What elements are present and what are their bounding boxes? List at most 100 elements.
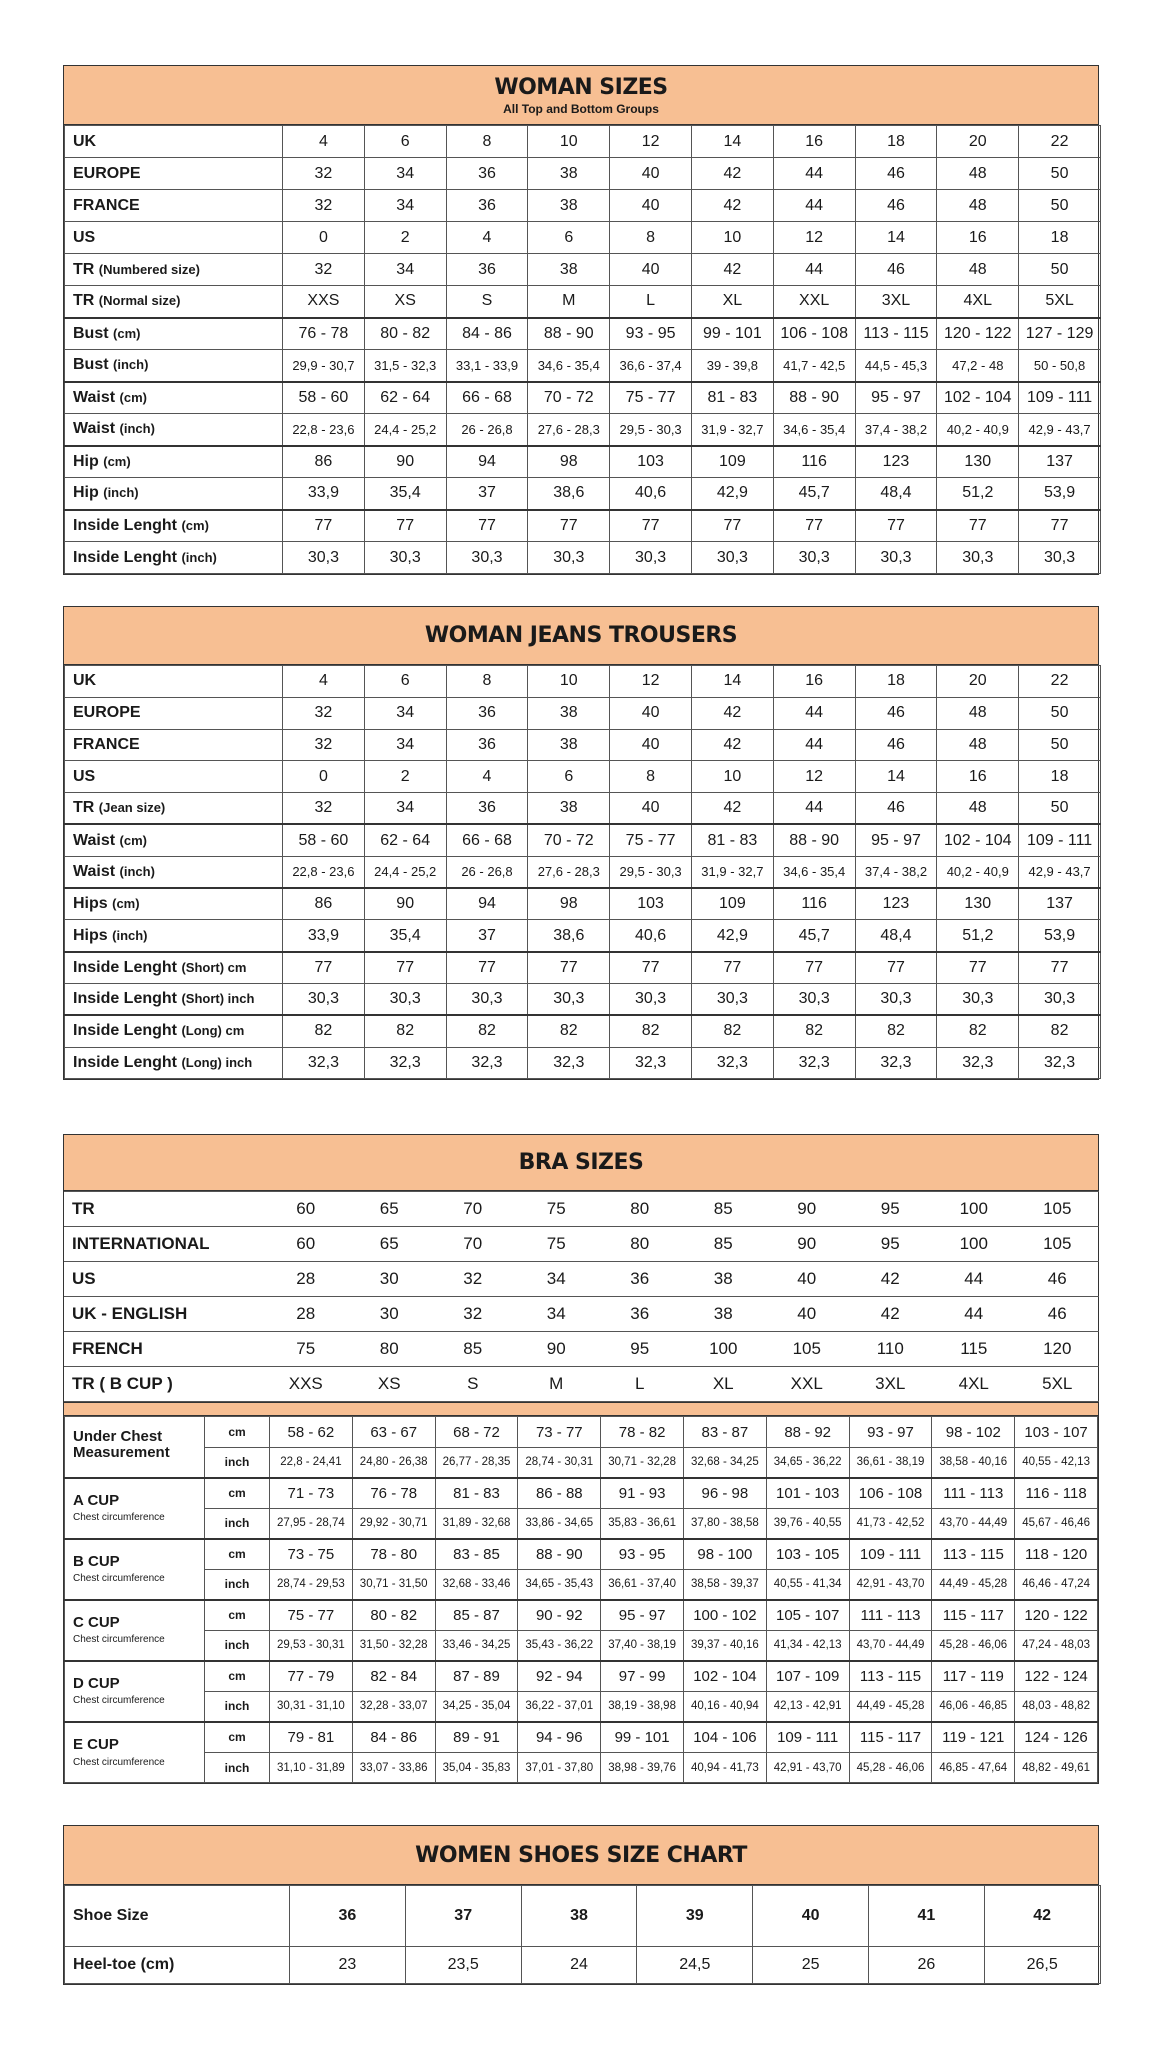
cup-label-text: B CUP: [73, 1552, 120, 1570]
table-cell: 26,77 - 28,35: [434, 1447, 519, 1478]
row-label-text: US: [73, 767, 96, 785]
table-cell: 37: [445, 477, 529, 510]
cup-label-text: D CUP: [73, 1674, 120, 1692]
table-cell: 98 - 102: [931, 1416, 1016, 1448]
table-cell: 100: [932, 1226, 1016, 1262]
table-cell: 22: [1018, 665, 1101, 698]
table-cell: 50: [1018, 189, 1101, 222]
table-cell: 32: [282, 728, 365, 762]
table-cell: 29,5 - 30,3: [609, 413, 692, 446]
table-cell: 32,3: [936, 1046, 1020, 1080]
row-label: TR (Numbered size): [64, 253, 283, 286]
row-label: US: [64, 760, 283, 794]
table-cell: 119 - 121: [931, 1720, 1016, 1753]
table-cell: 40,2 - 40,9: [936, 413, 1020, 446]
table-cell: 42: [690, 157, 774, 190]
table-cell: 82 - 84: [351, 1659, 436, 1692]
row-label: FRENCH: [64, 1331, 264, 1367]
table-cell: 130: [936, 887, 1020, 921]
table-cell: 137: [1018, 887, 1101, 921]
table-cell: 109 - 111: [848, 1537, 933, 1570]
table-cell: 34,65 - 36,22: [765, 1447, 850, 1478]
table-cell: 42,9 - 43,7: [1018, 413, 1101, 446]
woman-sizes-subtitle: All Top and Bottom Groups: [503, 101, 659, 116]
table-cell: 48: [936, 189, 1020, 222]
table-cell: 32: [282, 189, 365, 222]
table-cell: 82: [609, 1014, 692, 1048]
row-label: US: [64, 1261, 264, 1297]
cup-row-inch: inch 31,10 - 31,89 33,07 - 33,86 35,04 - 35…: [65, 1752, 1098, 1783]
table-cell: 32: [431, 1261, 515, 1297]
table-cell: 30,3: [690, 541, 774, 574]
table-cell: 75 - 77: [269, 1598, 353, 1631]
table-cell: 14: [690, 125, 774, 158]
table-cell: 42,9 - 43,7: [1018, 855, 1101, 889]
table-cell: 76 - 78: [351, 1476, 436, 1509]
table-cell: 30,3: [1018, 982, 1101, 1016]
table-cell: 90: [363, 444, 447, 478]
table-cell: S: [431, 1366, 515, 1402]
table-cell: 44,5 - 45,3: [854, 349, 938, 382]
table-cell: 39 - 39,8: [690, 349, 774, 382]
table-cell: 4: [445, 221, 529, 254]
table-cell: 42: [983, 1885, 1101, 1947]
table-cell: 40: [765, 1296, 849, 1332]
cup-row-inch: inch 29,53 - 30,31 31,50 - 32,28 33,46 - 34…: [65, 1630, 1098, 1661]
table-cell: 116 - 118: [1014, 1476, 1098, 1509]
table-cell: 86 - 88: [517, 1476, 602, 1509]
woman-jeans-title: WOMAN JEANS TROUSERS: [424, 623, 738, 648]
table-cell: 28,74 - 29,53: [269, 1569, 353, 1600]
table-cell: 82: [690, 1014, 774, 1048]
table-cell: 48: [936, 728, 1020, 762]
table-cell: 34,6 - 35,4: [772, 855, 856, 889]
table-cell: 14: [854, 760, 938, 794]
table-cell: 46: [1015, 1296, 1099, 1332]
table-cell: 46,06 - 46,85: [931, 1691, 1016, 1722]
table-cell: 39,76 - 40,55: [765, 1508, 850, 1539]
table-cell: 117 - 119: [931, 1659, 1016, 1692]
cup-sublabel: Chest circumference: [73, 1756, 165, 1768]
row-label-text: US: [73, 228, 96, 246]
row-label: EUROPE: [64, 696, 283, 730]
table-cell: 6: [363, 665, 447, 698]
shoes-title: WOMEN SHOES SIZE CHART: [415, 1842, 747, 1868]
table-cell: 50 - 50,8: [1018, 349, 1101, 382]
table-cell: S: [445, 285, 529, 318]
table-cell: 58 - 62: [269, 1416, 353, 1448]
table-cell: 39,37 - 40,16: [682, 1630, 767, 1661]
table-cell: 109: [690, 887, 774, 921]
table-cell: 101 - 103: [765, 1476, 850, 1509]
table-cell: 50: [1018, 792, 1101, 825]
table-cell: 105: [1015, 1226, 1099, 1262]
table-cell: 32,28 - 33,07: [351, 1691, 436, 1722]
table-row: TR 60 65 70 75 80 85 90 95 100 105: [64, 1191, 1099, 1227]
table-cell: XL: [690, 285, 774, 318]
cup-label: C CUP Chest circumference: [64, 1598, 205, 1661]
table-cell: 115 - 117: [931, 1598, 1016, 1631]
bra-sizes-header: BRA SIZES: [64, 1135, 1098, 1191]
table-cell: 18: [1018, 221, 1101, 254]
table-cell: 36: [289, 1885, 406, 1947]
row-unit: (inch): [113, 357, 149, 373]
table-cell: 32,3: [690, 1046, 774, 1080]
table-cell: 75: [264, 1331, 348, 1367]
row-label-text: EUROPE: [73, 164, 141, 182]
table-cell: 48,03 - 48,82: [1014, 1691, 1098, 1722]
table-cell: 18: [854, 665, 938, 698]
table-cell: 81 - 83: [690, 823, 774, 857]
table-cell: 20: [936, 665, 1020, 698]
table-cell: 25: [752, 1946, 869, 1984]
row-label-text: FRANCE: [73, 196, 140, 214]
row-label-text: Inside Lenght: [73, 958, 177, 976]
table-cell: 71 - 73: [269, 1476, 353, 1509]
table-cell: 30,3: [282, 541, 365, 574]
table-cell: 45,28 - 46,06: [848, 1752, 933, 1783]
table-cell: 65: [347, 1226, 431, 1262]
table-cell: 109: [690, 444, 774, 478]
table-row: FRANCE 32 34 36 38 40 42 44 46 48 50: [64, 728, 1101, 762]
table-cell: 105: [765, 1331, 849, 1367]
table-cell: 48: [936, 157, 1020, 190]
table-cell: 48,4: [854, 919, 938, 953]
table-cell: 122 - 124: [1014, 1659, 1098, 1692]
cup-row-cm: B CUP Chest circumference cm 73 - 75 78 - 80…: [64, 1537, 1098, 1600]
